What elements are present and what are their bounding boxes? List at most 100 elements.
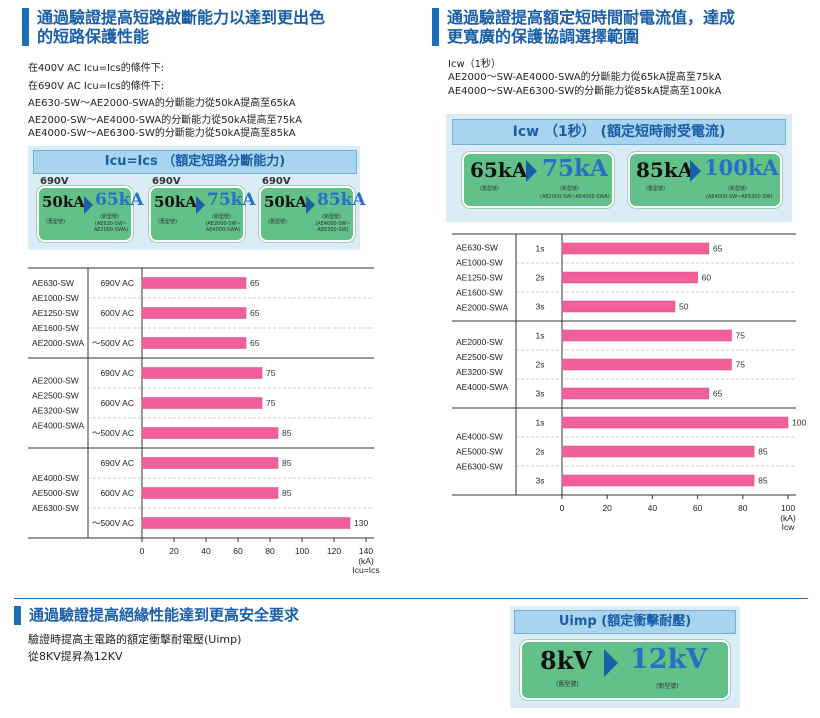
icu-bar-chart: AE630-SW AE1000-SW AE1250-SW AE1600-SW AE200…	[24, 262, 384, 582]
bar-value-label: 75	[736, 360, 746, 370]
old-value: 65kA	[470, 158, 527, 182]
icw-bar-chart: AE630-SW AE1000-SW AE1250-SW AE1600-SW AE200…	[448, 230, 812, 536]
new-label: (新型號)	[728, 186, 747, 192]
x-tick-label: 140	[359, 546, 373, 556]
x-tick-label: 20	[602, 503, 612, 513]
s1-line-4: AE2000-SW～AE4000-SWA的分斷能力從50kA提高至75kA	[28, 114, 302, 128]
new-label: (新型號)	[656, 684, 679, 690]
models-label: (AE630-SW~ AE2000-SWA)	[92, 221, 130, 233]
section-title-short-circuit: 通過驗證提高短路啟斷能力以達到更出色 的短路保護性能	[22, 8, 402, 46]
arrow-icon	[526, 160, 537, 182]
new-label: (新型號)	[560, 186, 579, 192]
title-line: 通過驗證提高額定短時間耐電流值，達成	[447, 8, 812, 27]
bar	[142, 518, 350, 529]
model-label: AE1600-SW	[32, 323, 79, 333]
model-label: AE630-SW	[32, 278, 74, 288]
bar-value-label: 85	[282, 428, 292, 438]
icu-panel-header: Icu=Ics （額定短路分斷能力)	[33, 150, 357, 174]
row-label: ～500V AC	[92, 518, 134, 528]
s1-line-5: AE4000-SW～AE6300-SW的分斷能力從50kA提高至85kA	[28, 127, 296, 141]
row-label: 600V AC	[100, 308, 134, 318]
row-label: 690V AC	[100, 458, 134, 468]
model-label: AE2000-SWA	[32, 338, 84, 348]
arrow-icon	[604, 649, 618, 677]
bar-value-label: 85	[758, 476, 768, 486]
model-label: AE2500-SW	[456, 352, 503, 362]
arrow-icon	[306, 196, 315, 214]
model-label: AE2000-SW	[32, 376, 79, 386]
new-value: 12kV	[630, 644, 707, 675]
model-label: AE6300-SW	[32, 503, 79, 513]
old-value: 50kA	[42, 193, 85, 211]
row-label: ～500V AC	[92, 428, 134, 438]
icw-panel-header: Icw （1秒） (額定短時耐受電流)	[452, 119, 786, 145]
bar-value-label: 130	[354, 518, 368, 528]
s1-line-3: AE630-SW～AE2000-SWA的分斷能力從50kA提高至65kA	[28, 97, 296, 111]
new-label: (新型號)	[100, 214, 119, 220]
bar	[142, 338, 246, 349]
s2-line-1: Icw（1秒）	[448, 58, 501, 72]
bar	[142, 398, 262, 409]
row-label: 2s	[536, 447, 545, 457]
model-label: AE1250-SW	[456, 273, 503, 283]
new-value: 75kA	[542, 155, 608, 182]
model-label: AE4000-SW	[32, 473, 79, 483]
model-label: AE2000-SW	[456, 337, 503, 347]
new-value: 65kA	[95, 190, 144, 210]
models-label: (AE2000-SW~ AE4000-SWA)	[204, 221, 242, 233]
model-label: AE1000-SW	[32, 293, 79, 303]
bar-value-label: 75	[266, 398, 276, 408]
model-label: AE1600-SW	[456, 288, 503, 298]
old-label: (舊型號)	[158, 219, 177, 225]
bar	[562, 446, 754, 457]
row-label: 3s	[536, 302, 545, 312]
x-tick-label: 0	[560, 503, 565, 513]
bar-value-label: 75	[736, 331, 746, 341]
section-title-insulation: 通過驗證提高絕緣性能達到更高安全要求	[14, 606, 394, 625]
bar	[142, 458, 278, 469]
bar-value-label: 85	[282, 488, 292, 498]
old-value: 50kA	[264, 193, 307, 211]
x-axis-label: Icu=Ics	[352, 565, 379, 575]
model-label: AE3200-SW	[456, 367, 503, 377]
row-label: 1s	[536, 244, 545, 254]
model-label: AE5000-SW	[456, 447, 503, 457]
model-label: AE630-SW	[456, 243, 498, 253]
new-value: 100kA	[704, 155, 779, 180]
bar	[562, 388, 709, 399]
x-tick-label: 100	[295, 546, 309, 556]
models-label: (AE4000-SW~ AE6300-SW)	[314, 221, 352, 233]
model-label: AE1000-SW	[456, 258, 503, 268]
model-label: AE4000-SWA	[32, 421, 84, 431]
bar	[562, 475, 754, 486]
bar	[562, 330, 732, 341]
new-label: (新型號)	[212, 214, 231, 220]
model-label: AE1250-SW	[32, 308, 79, 318]
old-label: (舊型號)	[646, 186, 665, 192]
s1-line-2: 在690V AC Icu=Ics的條件下:	[28, 80, 164, 94]
bar	[562, 272, 698, 283]
arrow-icon	[690, 160, 701, 182]
bar-value-label: 85	[758, 447, 768, 457]
x-axis-label: Icw	[782, 522, 796, 532]
bar-value-label: 65	[250, 308, 260, 318]
uimp-panel-header: Uimp (額定衝擊耐壓)	[514, 610, 736, 634]
bar-value-label: 65	[713, 244, 723, 254]
row-label: 3s	[536, 476, 545, 486]
title-line: 的短路保護性能	[37, 27, 402, 46]
bar	[142, 428, 278, 439]
models-label: (AE2000-SW~AE4000-SWA)	[540, 194, 610, 200]
row-label: 1s	[536, 331, 545, 341]
arrow-icon	[84, 196, 93, 214]
row-label: 2s	[536, 360, 545, 370]
old-value: 8kV	[540, 646, 592, 675]
x-tick-label: 60	[693, 503, 703, 513]
bar-value-label: 65	[713, 389, 723, 399]
arrow-icon	[196, 196, 205, 214]
old-label: (舊型號)	[556, 682, 579, 688]
new-label: (新型號)	[322, 214, 341, 220]
row-label: 690V AC	[100, 368, 134, 378]
model-label: AE2000-SWA	[456, 303, 508, 313]
old-label: (舊型號)	[480, 186, 499, 192]
bar-value-label: 100	[792, 418, 806, 428]
